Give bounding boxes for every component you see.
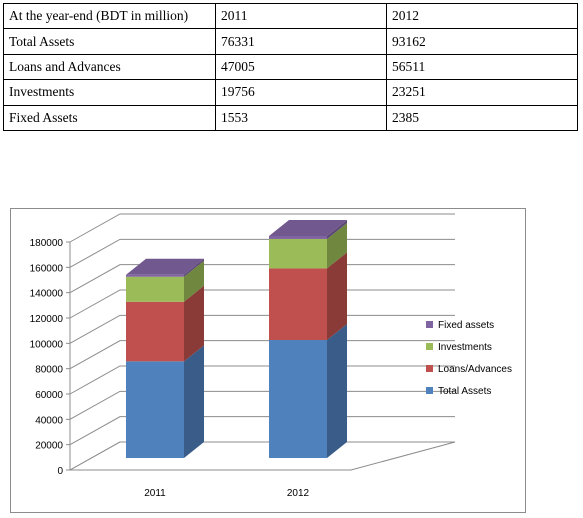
y-tick-label: 20000 bbox=[35, 441, 63, 452]
bar-top bbox=[269, 219, 347, 236]
table-row: Loans and Advances 47005 56511 bbox=[3, 53, 578, 81]
bar-segment-front bbox=[126, 276, 184, 302]
stacked-bar-chart: 0 20000 40000 60000 80000 100000 120000 140000 1… bbox=[10, 208, 526, 513]
x-tick-label: 2011 bbox=[144, 488, 166, 499]
y-tick-label: 160000 bbox=[30, 263, 64, 274]
bar-segment-front bbox=[269, 235, 327, 239]
bar-segment-side bbox=[184, 285, 204, 362]
bar-segment-side bbox=[184, 260, 204, 302]
financial-table: At the year-end (BDT in million) 2011 20… bbox=[3, 2, 578, 131]
legend-label: Total Assets bbox=[438, 386, 491, 397]
bar-segment-side bbox=[327, 222, 347, 269]
cell-value: 47005 bbox=[215, 53, 387, 81]
legend-swatch bbox=[426, 321, 433, 328]
bar-segment-side bbox=[184, 345, 204, 458]
y-tick-label: 180000 bbox=[30, 238, 64, 249]
legend-swatch bbox=[426, 343, 433, 350]
y-tick-label: 140000 bbox=[30, 289, 64, 300]
y-tick-label: 120000 bbox=[30, 314, 64, 325]
cell-value: 1553 bbox=[215, 104, 387, 131]
y-tick-label: 80000 bbox=[35, 365, 63, 376]
x-tick-label: 2012 bbox=[287, 488, 310, 499]
row-label: Fixed Assets bbox=[3, 104, 216, 131]
bar-segment-front bbox=[269, 268, 327, 340]
header-cell: At the year-end (BDT in million) bbox=[3, 2, 216, 30]
bar-segment-front bbox=[126, 301, 184, 362]
cell-value: 2385 bbox=[386, 104, 578, 131]
cell-value: 19756 bbox=[215, 79, 387, 106]
legend-label: Fixed assets bbox=[438, 320, 494, 331]
legend-swatch bbox=[426, 365, 433, 372]
bar-segment-front bbox=[126, 274, 184, 277]
y-tick-label: 0 bbox=[57, 466, 63, 477]
bar-segment-front bbox=[269, 339, 327, 458]
bar-top bbox=[126, 258, 204, 275]
y-tick-label: 40000 bbox=[35, 415, 63, 426]
row-label: Total Assets bbox=[3, 28, 216, 55]
bar-segment-side bbox=[184, 258, 204, 277]
chart-canvas: 0 20000 40000 60000 80000 100000 120000 140000 1… bbox=[30, 213, 512, 499]
bar-segment-side bbox=[327, 219, 347, 239]
cell-value: 76331 bbox=[215, 28, 387, 55]
bar-segment-front bbox=[126, 361, 184, 458]
y-tick-label: 60000 bbox=[35, 390, 63, 401]
legend-label: Investments bbox=[438, 342, 492, 353]
row-label: Loans and Advances bbox=[3, 53, 216, 81]
table-header-row: At the year-end (BDT in million) 2011 20… bbox=[3, 2, 578, 30]
row-label: Investments bbox=[3, 79, 216, 106]
gridline bbox=[69, 238, 455, 268]
header-cell: 2011 bbox=[215, 2, 387, 30]
y-tick-label: 100000 bbox=[30, 339, 64, 350]
cell-value: 23251 bbox=[386, 79, 578, 106]
legend-label: Loans/Advances bbox=[438, 364, 512, 375]
cell-value: 93162 bbox=[386, 28, 578, 55]
table-row: Fixed Assets 1553 2385 bbox=[3, 104, 578, 131]
legend-swatch bbox=[426, 387, 433, 394]
bar-segment-front bbox=[269, 238, 327, 269]
table-body: At the year-end (BDT in million) 2011 20… bbox=[3, 2, 578, 131]
bar-segment-side bbox=[327, 323, 347, 458]
cell-value: 56511 bbox=[386, 53, 578, 81]
table-row: Investments 19756 23251 bbox=[3, 79, 578, 106]
bar-segment-side bbox=[327, 252, 347, 340]
header-cell: 2012 bbox=[386, 2, 578, 30]
table-row: Total Assets 76331 93162 bbox=[3, 28, 578, 55]
gridline bbox=[69, 213, 455, 243]
